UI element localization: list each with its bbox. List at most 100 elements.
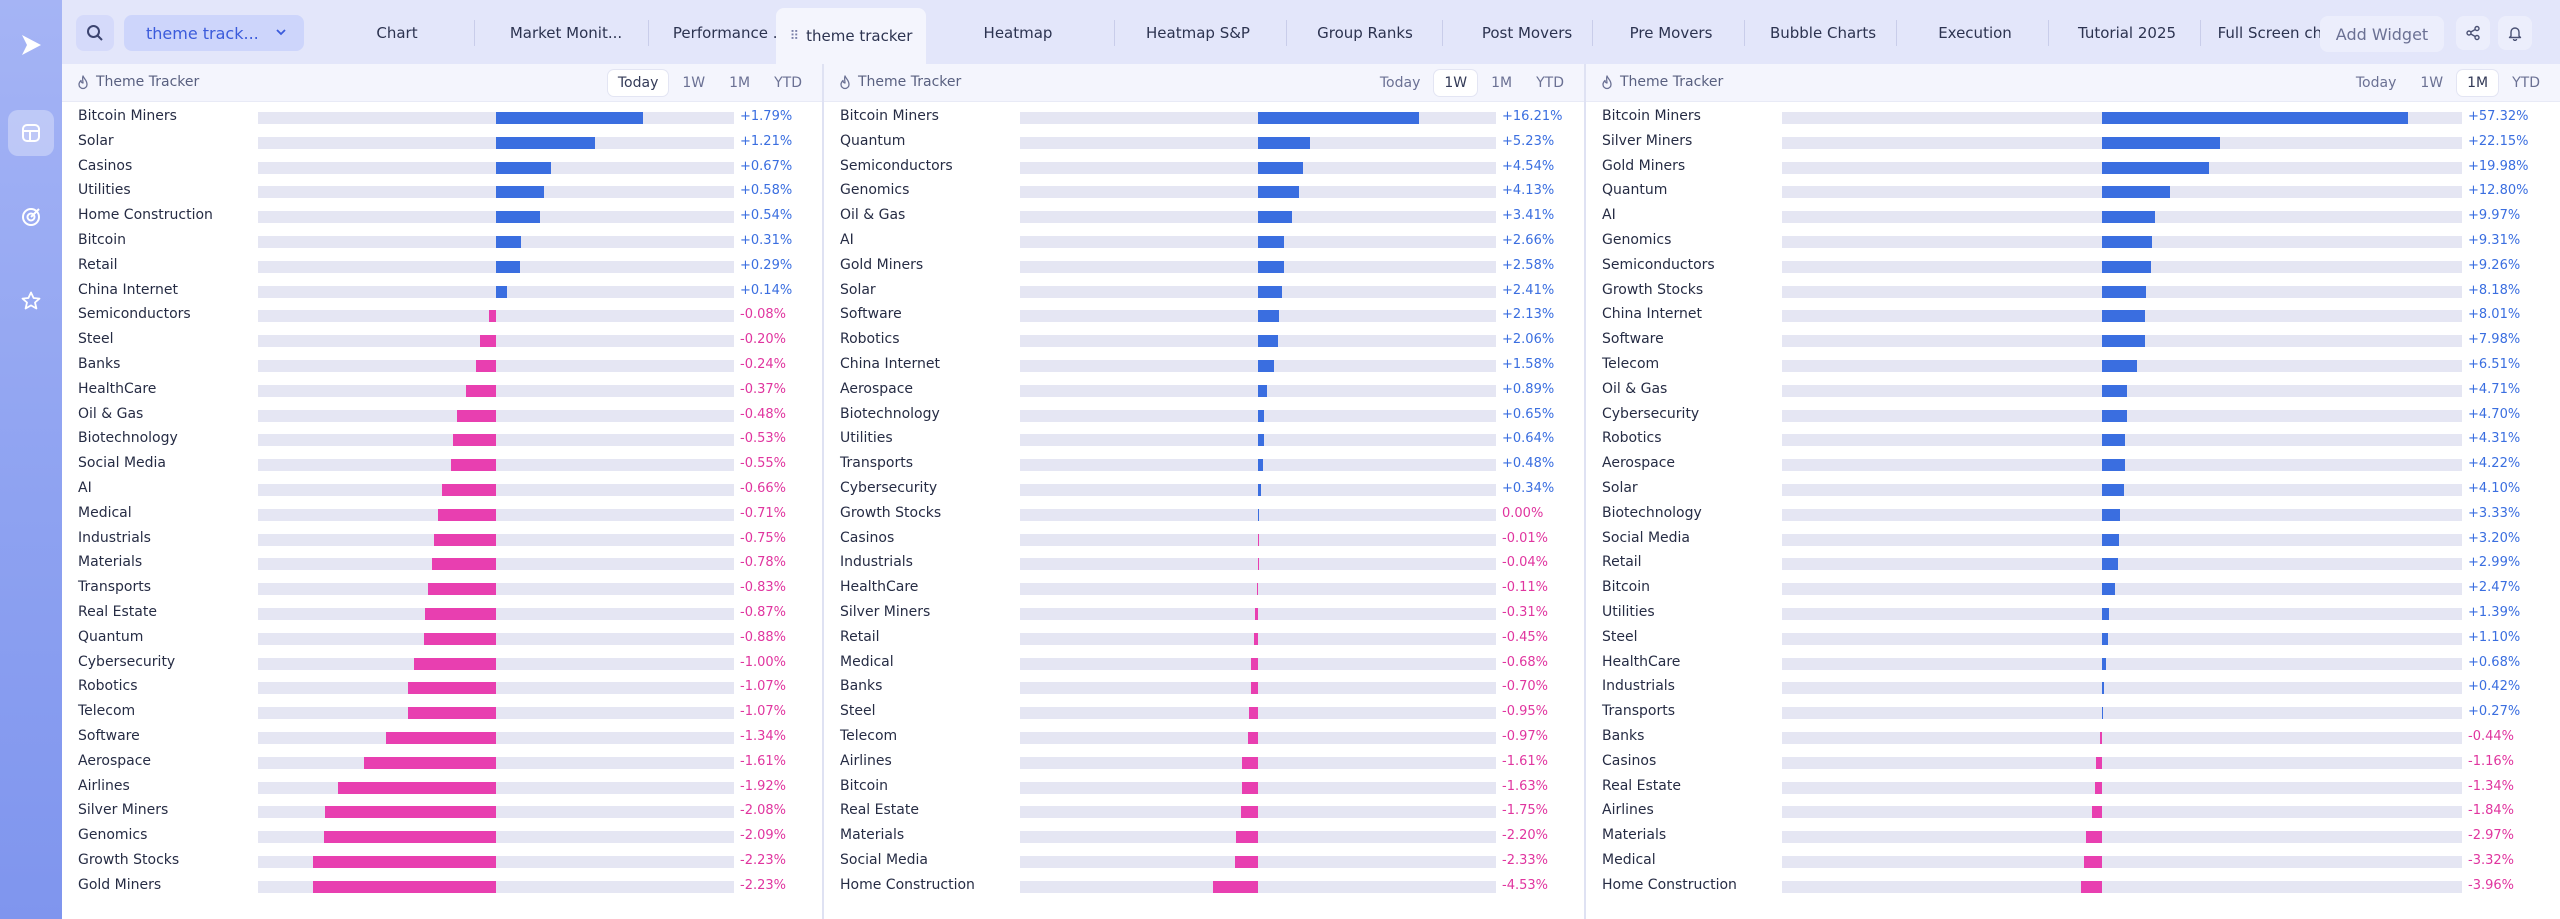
theme-row[interactable]: Robotics +2.06% (824, 327, 1584, 352)
theme-row[interactable]: Software +2.13% (824, 302, 1584, 327)
theme-row[interactable]: Materials -0.78% (62, 550, 822, 575)
theme-row[interactable]: Solar +2.41% (824, 278, 1584, 303)
theme-row[interactable]: HealthCare +0.68% (1586, 650, 2560, 675)
theme-row[interactable]: Telecom -1.07% (62, 699, 822, 724)
theme-row[interactable]: Utilities +0.64% (824, 426, 1584, 451)
theme-row[interactable]: Banks -0.24% (62, 352, 822, 377)
panel-divider[interactable] (1584, 64, 1586, 919)
tab-full-screen[interactable]: Full Screen ch... (2217, 24, 2337, 42)
layout-select[interactable]: theme track... (124, 15, 304, 51)
theme-row[interactable]: Retail +2.99% (1586, 550, 2560, 575)
theme-row[interactable]: Oil & Gas +4.71% (1586, 377, 2560, 402)
theme-row[interactable]: Solar +1.21% (62, 129, 822, 154)
theme-row[interactable]: Bitcoin Miners +16.21% (824, 104, 1584, 129)
theme-row[interactable]: Silver Miners -0.31% (824, 600, 1584, 625)
theme-row[interactable]: Banks -0.44% (1586, 724, 2560, 749)
theme-row[interactable]: Real Estate -1.34% (1586, 774, 2560, 799)
theme-row[interactable]: Casinos -0.01% (824, 526, 1584, 551)
theme-row[interactable]: Robotics -1.07% (62, 674, 822, 699)
theme-row[interactable]: Telecom -0.97% (824, 724, 1584, 749)
theme-row[interactable]: Aerospace -1.61% (62, 749, 822, 774)
theme-row[interactable]: China Internet +1.58% (824, 352, 1584, 377)
logo-play-icon[interactable] (8, 22, 54, 68)
theme-row[interactable]: Software -1.34% (62, 724, 822, 749)
theme-row[interactable]: Semiconductors +9.26% (1586, 253, 2560, 278)
theme-row[interactable]: Transports +0.48% (824, 451, 1584, 476)
period-ytd[interactable]: YTD (1536, 75, 1564, 91)
theme-row[interactable]: Silver Miners -2.08% (62, 798, 822, 823)
theme-row[interactable]: Real Estate -1.75% (824, 798, 1584, 823)
theme-row[interactable]: Home Construction -3.96% (1586, 873, 2560, 898)
theme-row[interactable]: Social Media -2.33% (824, 848, 1584, 873)
tab-execution[interactable]: Execution (1938, 24, 2012, 42)
theme-row[interactable]: AI -0.66% (62, 476, 822, 501)
theme-row[interactable]: Genomics -2.09% (62, 823, 822, 848)
theme-row[interactable]: Home Construction -4.53% (824, 873, 1584, 898)
theme-row[interactable]: Medical -3.32% (1586, 848, 2560, 873)
period-today[interactable]: Today (2355, 75, 2397, 91)
theme-row[interactable]: Social Media -0.55% (62, 451, 822, 476)
theme-row[interactable]: Bitcoin -1.63% (824, 774, 1584, 799)
drag-handle-icon[interactable]: ⠿ (789, 28, 799, 44)
period-1m[interactable]: 1M (1491, 75, 1513, 91)
tab-bubble-charts[interactable]: Bubble Charts (1769, 24, 1877, 42)
theme-row[interactable]: Solar +4.10% (1586, 476, 2560, 501)
tab-market-monitor[interactable]: Market Monit... (509, 24, 623, 42)
target-icon[interactable] (8, 194, 54, 240)
theme-row[interactable]: Gold Miners +2.58% (824, 253, 1584, 278)
tab-tutorial-2025[interactable]: Tutorial 2025 (2077, 24, 2177, 42)
theme-row[interactable]: Cybersecurity +0.34% (824, 476, 1584, 501)
period-1w[interactable]: 1W (682, 75, 706, 91)
theme-row[interactable]: Steel -0.20% (62, 327, 822, 352)
add-widget-button[interactable]: Add Widget (2320, 16, 2444, 52)
theme-row[interactable]: Airlines -1.61% (824, 749, 1584, 774)
theme-row[interactable]: Semiconductors -0.08% (62, 302, 822, 327)
theme-row[interactable]: Industrials -0.75% (62, 526, 822, 551)
tab-heatmap[interactable]: Heatmap (983, 24, 1053, 42)
tab-group-ranks[interactable]: Group Ranks (1317, 24, 1413, 42)
theme-row[interactable]: Airlines -1.92% (62, 774, 822, 799)
theme-row[interactable]: Industrials +0.42% (1586, 674, 2560, 699)
theme-row[interactable]: Materials -2.20% (824, 823, 1584, 848)
theme-row[interactable]: Transports -0.83% (62, 575, 822, 600)
theme-row[interactable]: Aerospace +0.89% (824, 377, 1584, 402)
theme-row[interactable]: China Internet +0.14% (62, 278, 822, 303)
search-button[interactable] (76, 15, 114, 51)
theme-row[interactable]: Social Media +3.20% (1586, 526, 2560, 551)
period-1w[interactable]: 1W (2420, 75, 2444, 91)
theme-row[interactable]: Telecom +6.51% (1586, 352, 2560, 377)
theme-row[interactable]: Growth Stocks +8.18% (1586, 278, 2560, 303)
theme-row[interactable]: Semiconductors +4.54% (824, 154, 1584, 179)
theme-row[interactable]: Biotechnology +0.65% (824, 402, 1584, 427)
theme-row[interactable]: Bitcoin +2.47% (1586, 575, 2560, 600)
theme-row[interactable]: Gold Miners +19.98% (1586, 154, 2560, 179)
period-today[interactable]: Today (607, 70, 669, 96)
theme-row[interactable]: Utilities +0.58% (62, 178, 822, 203)
theme-row[interactable]: Robotics +4.31% (1586, 426, 2560, 451)
tab-heatmap-sp[interactable]: Heatmap S&P (1146, 24, 1250, 42)
period-ytd[interactable]: YTD (2512, 75, 2540, 91)
theme-row[interactable]: HealthCare -0.37% (62, 377, 822, 402)
theme-row[interactable]: Biotechnology -0.53% (62, 426, 822, 451)
theme-row[interactable]: Growth Stocks -2.23% (62, 848, 822, 873)
theme-row[interactable]: HealthCare -0.11% (824, 575, 1584, 600)
theme-row[interactable]: Steel +1.10% (1586, 625, 2560, 650)
theme-row[interactable]: Banks -0.70% (824, 674, 1584, 699)
theme-row[interactable]: Casinos +0.67% (62, 154, 822, 179)
theme-row[interactable]: Oil & Gas -0.48% (62, 402, 822, 427)
theme-row[interactable]: Bitcoin Miners +1.79% (62, 104, 822, 129)
tab-performance[interactable]: Performance ... (672, 24, 788, 42)
theme-row[interactable]: Quantum -0.88% (62, 625, 822, 650)
layout-icon[interactable] (8, 110, 54, 156)
theme-row[interactable]: Genomics +9.31% (1586, 228, 2560, 253)
theme-row[interactable]: Cybersecurity -1.00% (62, 650, 822, 675)
theme-row[interactable]: Home Construction +0.54% (62, 203, 822, 228)
theme-row[interactable]: Casinos -1.16% (1586, 749, 2560, 774)
notifications-button[interactable] (2498, 16, 2532, 50)
period-ytd[interactable]: YTD (774, 75, 802, 91)
theme-row[interactable]: Quantum +12.80% (1586, 178, 2560, 203)
theme-row[interactable]: China Internet +8.01% (1586, 302, 2560, 327)
tab-chart[interactable]: Chart (376, 24, 418, 42)
theme-row[interactable]: Genomics +4.13% (824, 178, 1584, 203)
theme-row[interactable]: Retail -0.45% (824, 625, 1584, 650)
